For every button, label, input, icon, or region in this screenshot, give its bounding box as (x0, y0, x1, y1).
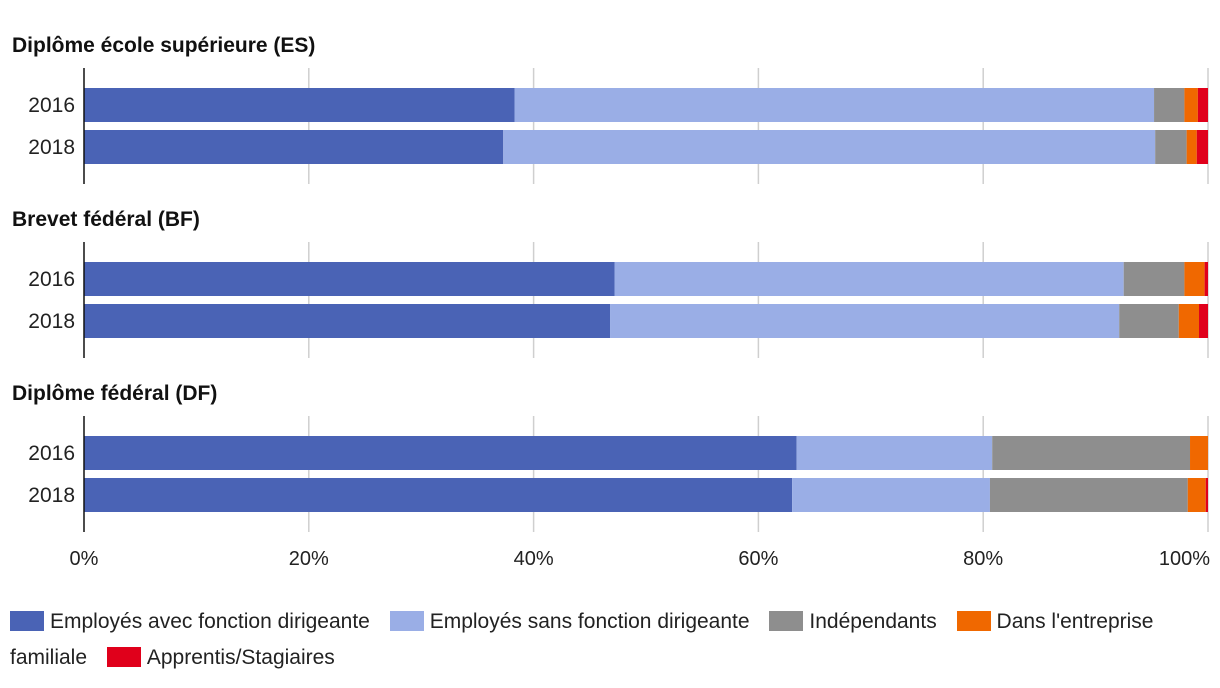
legend-swatch (769, 611, 804, 631)
x-tick-label: 100% (1159, 548, 1210, 570)
chart-panel: Diplôme fédéral (DF) 2016 2018 (12, 382, 1209, 532)
bar-segment (1187, 478, 1206, 512)
x-tick-label: 20% (289, 548, 329, 570)
bar-segment (610, 304, 1120, 338)
bar-segment (989, 478, 1188, 512)
legend-swatch (10, 611, 44, 631)
bar-segment (84, 436, 797, 470)
panel-title: Diplôme école supérieure (ES) (12, 34, 315, 57)
bar-segment (1119, 304, 1179, 338)
legend-item: Employés sans fonction dirigeante (389, 610, 750, 633)
legend-item: Dans l'entreprise familiale (10, 610, 1153, 669)
bar-segment (84, 130, 504, 164)
bar-segment (84, 304, 611, 338)
legend-swatch (389, 611, 424, 631)
bar-segment (1155, 130, 1187, 164)
legend-item: Employés avec fonction dirigeante (10, 610, 370, 633)
bar-segment (1154, 88, 1185, 122)
bar-segment (1199, 304, 1208, 338)
bar-segment (1204, 262, 1208, 296)
chart-panel: Diplôme école supérieure (ES) 2016 2018 (12, 34, 1209, 184)
bar-segment (792, 478, 990, 512)
bar-segment (84, 262, 615, 296)
legend-label: Dans l'entreprise familiale (10, 610, 1154, 669)
stacked-bar-chart: Diplôme école supérieure (ES)20162018Bre… (12, 34, 1210, 570)
x-tick-label: 0% (70, 548, 99, 570)
bar-segment (514, 88, 1155, 122)
bar-segment (503, 130, 1156, 164)
legend-item: Indépendants (769, 610, 937, 633)
bar-segment (1178, 304, 1200, 338)
legend-item: Apprentis/Stagiaires (106, 646, 335, 669)
panel-title: Brevet fédéral (BF) (12, 208, 200, 231)
legend-label: Apprentis/Stagiaires (146, 646, 335, 669)
legend-swatch (106, 647, 141, 667)
legend-label: Employés avec fonction dirigeante (50, 610, 370, 633)
category-label: 2016 (28, 442, 75, 465)
bar-segment (1184, 88, 1198, 122)
category-label: 2018 (28, 136, 75, 159)
bar-segment (614, 262, 1124, 296)
bar-segment (1205, 478, 1208, 512)
x-tick-label: 80% (963, 548, 1003, 570)
bar-segment (796, 436, 993, 470)
legend-label: Indépendants (809, 610, 937, 633)
bar-segment (1190, 436, 1208, 470)
category-label: 2018 (28, 484, 75, 507)
bar-segment (84, 88, 515, 122)
chart-panel: Brevet fédéral (BF) 2016 2018 (12, 208, 1209, 358)
bar-segment (1123, 262, 1185, 296)
bar-segment (1197, 88, 1208, 122)
x-tick-label: 40% (514, 548, 554, 570)
bar-segment (1184, 262, 1205, 296)
category-label: 2016 (28, 94, 75, 117)
bar-segment (1196, 130, 1208, 164)
bar-segment (1186, 130, 1197, 164)
bar-segment (992, 436, 1191, 470)
category-label: 2018 (28, 310, 75, 333)
bar-segment (84, 478, 793, 512)
panel-title: Diplôme fédéral (DF) (12, 382, 217, 405)
legend-swatch (956, 611, 991, 631)
category-label: 2016 (28, 268, 75, 291)
legend-label: Employés sans fonction dirigeante (429, 610, 750, 633)
x-tick-label: 60% (738, 548, 778, 570)
chart-legend: Employés avec fonction dirigeante Employ… (10, 604, 1190, 676)
